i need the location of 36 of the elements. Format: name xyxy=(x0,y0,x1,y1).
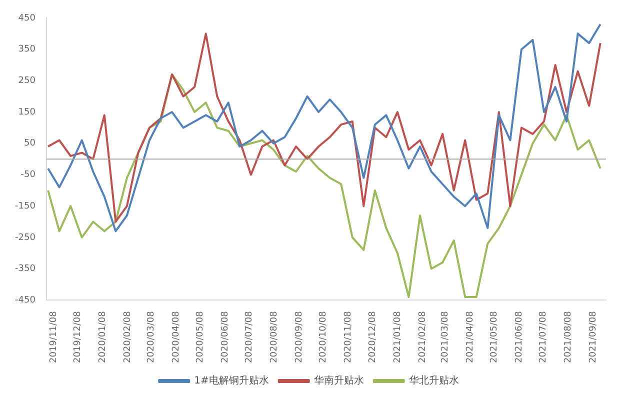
y-tick-label: -150 xyxy=(14,201,36,212)
y-tick-label: -50 xyxy=(20,170,36,180)
x-tick-label: 2020/05/08 xyxy=(196,310,206,363)
x-tick-label: 2020/12/08 xyxy=(368,310,378,363)
y-tick-label: -350 xyxy=(14,264,36,274)
y-tick-label: -450 xyxy=(14,295,36,306)
x-tick-label: 2021/01/08 xyxy=(392,310,403,363)
x-tick-label: 2021/09/08 xyxy=(588,310,598,363)
y-tick-label: 150 xyxy=(18,107,36,118)
x-tick-label: 2020/09/08 xyxy=(294,310,305,363)
x-tick-label: 2019/11/08 xyxy=(49,310,60,363)
x-tick-label: 2020/01/08 xyxy=(98,310,108,363)
x-tick-label: 2021/03/08 xyxy=(440,310,450,363)
x-tick-label: 2021/06/08 xyxy=(514,310,524,363)
x-tick-label: 2020/07/08 xyxy=(244,310,255,363)
x-tick-label: 2020/10/08 xyxy=(318,310,329,363)
y-tick-label: -250 xyxy=(14,232,36,243)
x-tick-label: 2020/11/08 xyxy=(344,310,354,363)
x-tick-label: 2021/05/08 xyxy=(489,310,500,363)
x-tick-label: 2020/08/08 xyxy=(270,310,280,363)
x-tick-label: 2020/06/08 xyxy=(220,310,231,363)
legend-label: 华北升贴水 xyxy=(408,374,459,387)
y-tick-label: 250 xyxy=(18,76,36,86)
y-tick-label: 50 xyxy=(24,138,36,149)
x-tick-label: 2020/02/08 xyxy=(123,310,134,363)
x-tick-label: 2021/04/08 xyxy=(465,310,476,363)
x-tick-label: 2019/12/08 xyxy=(73,310,84,363)
x-tick-label: 2021/02/08 xyxy=(418,310,428,363)
legend-label: 华南升贴水 xyxy=(314,374,364,387)
x-tick-label: 2021/07/08 xyxy=(538,310,549,363)
y-tick-label: 350 xyxy=(18,44,36,55)
x-tick-label: 2021/08/08 xyxy=(564,310,574,363)
legend-label: 1#电解铜升贴水 xyxy=(194,374,269,387)
y-tick-label: 450 xyxy=(18,13,36,24)
x-tick-label: 2020/04/08 xyxy=(171,310,182,363)
x-tick-label: 2020/03/08 xyxy=(146,310,156,363)
